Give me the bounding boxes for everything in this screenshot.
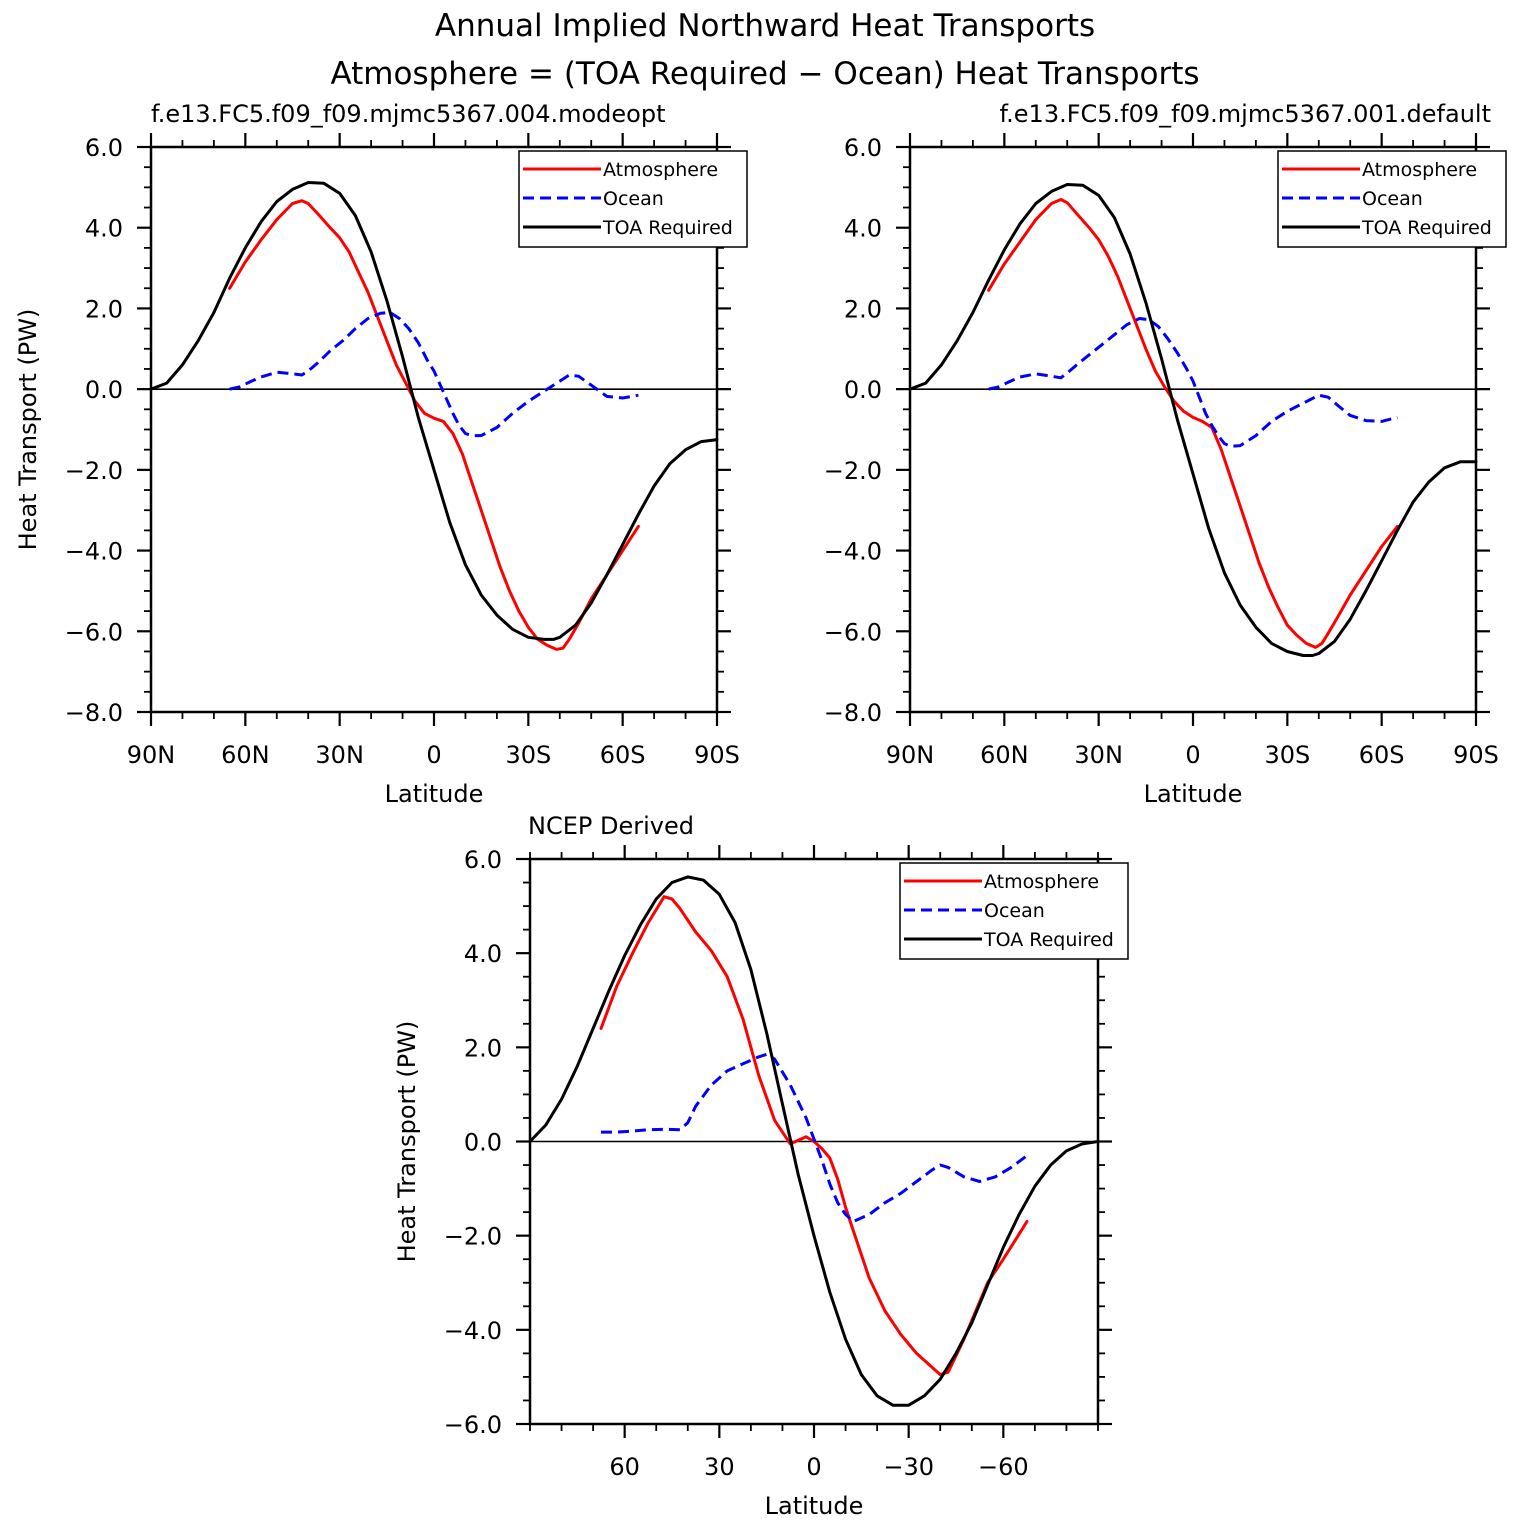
legend-label: Atmosphere [984,871,1099,893]
y-tick-label: 4.0 [464,940,502,968]
legend-label: TOA Required [983,929,1114,951]
y-tick-label: 2.0 [85,295,123,323]
x-tick-label: 60S [600,741,646,769]
x-tick-label: 90S [1453,741,1499,769]
x-tick-label: 0 [1185,741,1200,769]
legend: Atmosphere Ocean TOA Required [1277,150,1507,248]
legend-label: Ocean [603,188,664,210]
y-tick-label: −4.0 [65,538,123,566]
x-tick-label: 30N [315,741,364,769]
y-tick-label: −4.0 [824,538,882,566]
legend-label: Ocean [1362,188,1423,210]
x-tick-label: 90S [694,741,740,769]
x-axis-label: Latitude [765,1492,864,1520]
figure-title-line-1: Annual Implied Northward Heat Transports [435,8,1095,44]
panel-title: f.e13.FC5.f09_f09.mjmc5367.004.modeopt [151,100,666,128]
y-tick-label: −8.0 [65,699,123,727]
series-line-atmosphere [987,198,1399,649]
legend-label: Ocean [984,900,1045,922]
y-tick-label: 0.0 [85,376,123,404]
x-tick-label: 60N [980,741,1029,769]
series-line-atmosphere [228,199,640,651]
y-tick-label: 6.0 [844,134,882,162]
panel-title: f.e13.FC5.f09_f09.mjmc5367.001.default [999,100,1491,128]
legend-label: Atmosphere [1362,159,1477,181]
x-tick-label: −60 [978,1453,1029,1481]
chart-panel-3: −6.0 −4.0 −2.0 0.0 2.0 4.0 6.0 60 30 0 −30 −60 NCEP … [393,812,1129,1520]
y-axis-label: Heat Transport (PW) [393,1021,421,1263]
y-axis-label: Heat Transport (PW) [14,309,42,551]
y-tick-label: 4.0 [85,215,123,243]
series-line-ocean [601,1052,1028,1223]
legend-label: Atmosphere [603,159,718,181]
y-tick-label: −6.0 [824,618,882,646]
x-tick-label: 30 [704,1453,735,1481]
y-tick-label: 2.0 [844,295,882,323]
legend: Atmosphere Ocean TOA Required [899,862,1129,960]
figure-title-line-2: Atmosphere = (TOA Required − Ocean) Heat… [330,56,1199,92]
y-tick-label: 0.0 [844,376,882,404]
series-line-ocean [988,317,1398,448]
legend: Atmosphere Ocean TOA Required [518,150,748,248]
y-tick-label: −2.0 [444,1223,502,1251]
x-tick-label: 60S [1359,741,1405,769]
y-tick-label: −8.0 [824,699,882,727]
y-tick-label: 4.0 [844,215,882,243]
x-tick-label: 30S [1264,741,1310,769]
series-line-toa-required [528,875,1100,1407]
chart-panel-1: −8.0 −6.0 −4.0 −2.0 0.0 2.0 4.0 6.0 90N 60N 30N 0 30… [14,100,748,808]
x-tick-label: 0 [806,1453,821,1481]
y-tick-label: −2.0 [824,457,882,485]
x-tick-label: 30S [505,741,551,769]
x-tick-label: 90N [127,741,176,769]
series-line-toa-required [149,181,719,641]
y-tick-label: 6.0 [464,846,502,874]
series-line-atmosphere [599,895,1029,1377]
y-tick-label: −6.0 [65,618,123,646]
y-tick-label: −6.0 [444,1411,502,1439]
series-line-toa-required [908,183,1478,657]
legend-label: TOA Required [602,217,733,239]
y-tick-label: 0.0 [464,1129,502,1157]
x-tick-label: 90N [886,741,935,769]
y-tick-label: −4.0 [444,1317,502,1345]
x-tick-label: 30N [1074,741,1123,769]
legend-label: TOA Required [1361,217,1492,239]
panels: −8.0 −6.0 −4.0 −2.0 0.0 2.0 4.0 6.0 90N 60N 30N 0 30… [14,100,1507,1520]
chart-panel-2: −8.0 −6.0 −4.0 −2.0 0.0 2.0 4.0 6.0 90N 60N 30N 0 30… [824,100,1507,808]
y-tick-label: 6.0 [85,134,123,162]
y-tick-label: 2.0 [464,1034,502,1062]
x-tick-label: −30 [883,1453,934,1481]
x-axis-label: Latitude [385,780,484,808]
x-tick-label: 60 [609,1453,640,1481]
y-tick-label: −2.0 [65,457,123,485]
x-tick-label: 0 [426,741,441,769]
x-axis-label: Latitude [1144,780,1243,808]
panel-title: NCEP Derived [528,812,694,840]
series-line-ocean [229,311,639,438]
x-tick-label: 60N [221,741,270,769]
